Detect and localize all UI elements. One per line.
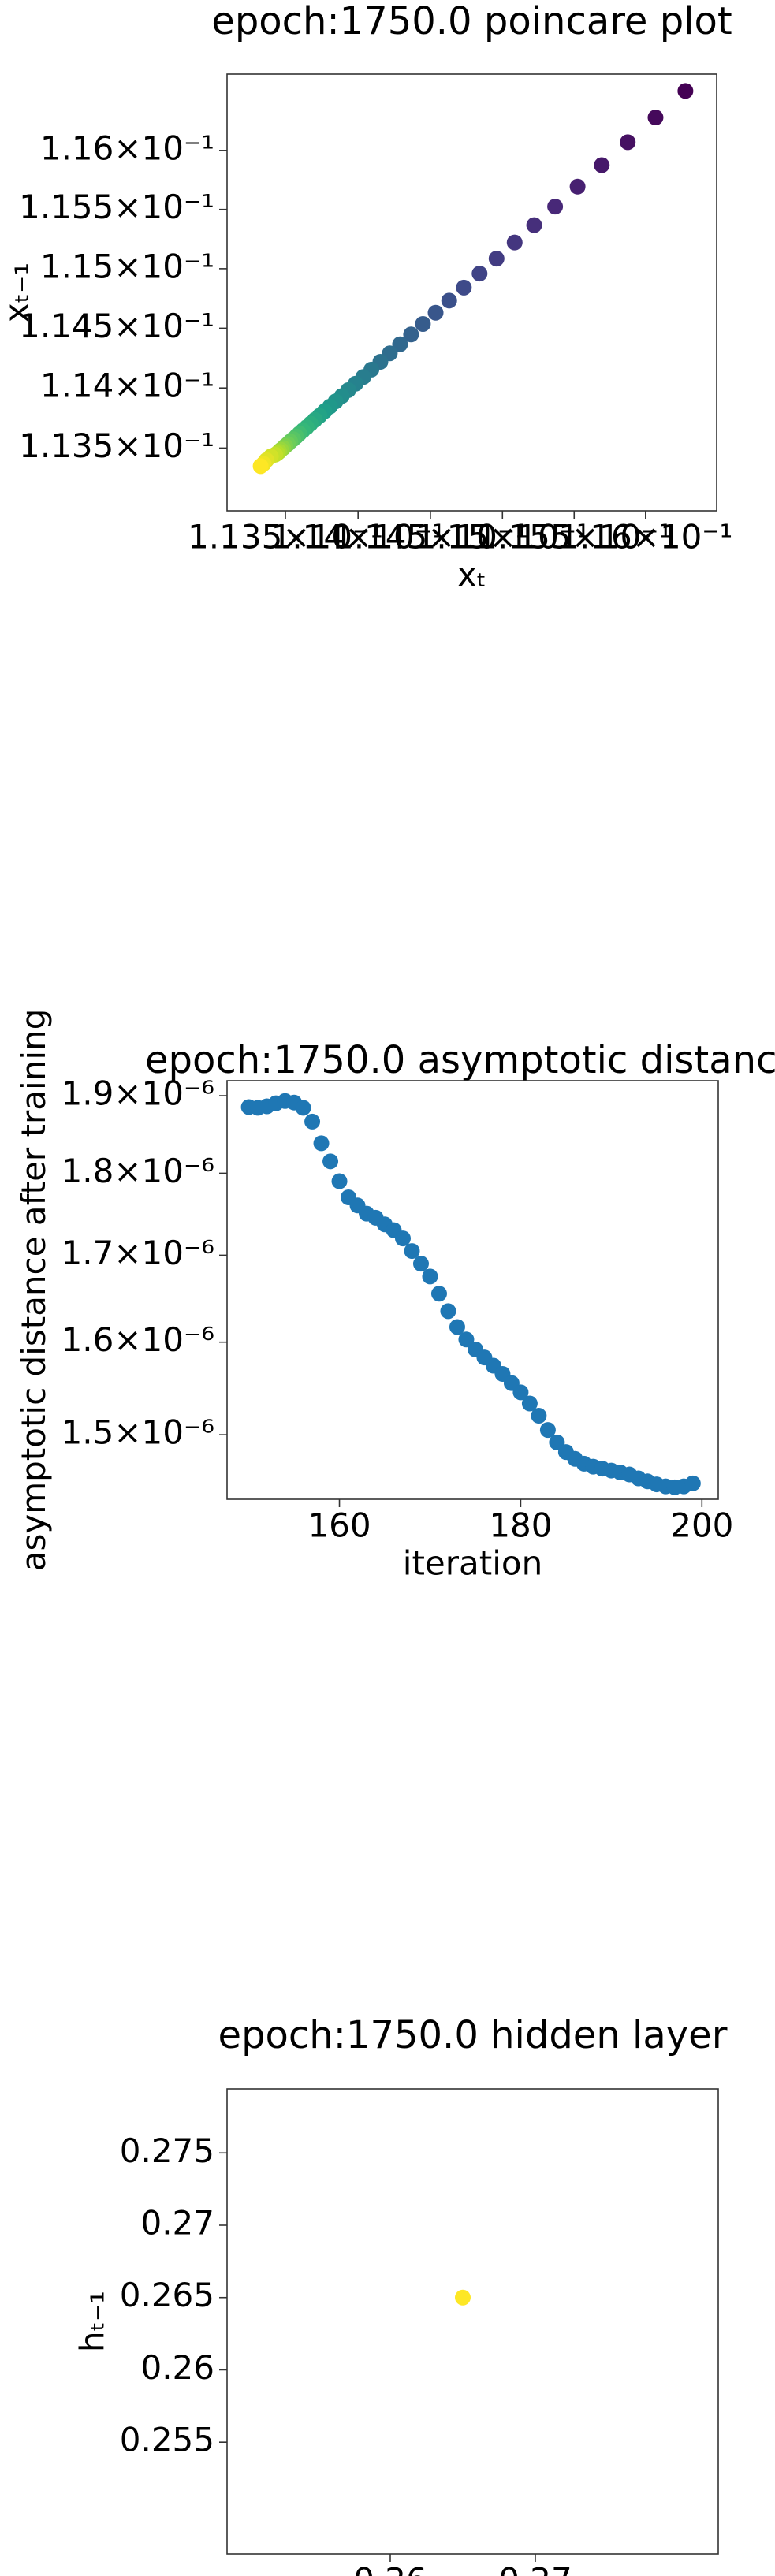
data-point bbox=[512, 1384, 529, 1401]
x-tick-label: 1.135×10⁻¹ bbox=[188, 518, 383, 557]
y-tick-label: 0.27 bbox=[140, 2204, 214, 2243]
y-tick-label: 0.255 bbox=[120, 2421, 214, 2459]
data-point bbox=[313, 1135, 330, 1152]
data-point bbox=[488, 251, 505, 267]
data-point bbox=[531, 1408, 547, 1424]
y-tick-label: 1.15×10⁻¹ bbox=[40, 247, 214, 285]
data-point bbox=[521, 1395, 538, 1412]
x-tick-label: 1.16×10⁻¹ bbox=[558, 518, 732, 557]
data-point bbox=[412, 1256, 429, 1272]
y-tick-label: 1.14×10⁻¹ bbox=[40, 367, 214, 405]
data-point bbox=[684, 1475, 701, 1491]
data-point bbox=[547, 199, 564, 215]
plot-frame bbox=[226, 73, 717, 512]
data-point bbox=[449, 1319, 465, 1335]
data-point bbox=[322, 1153, 339, 1170]
y-tick-label: 1.8×10⁻⁶ bbox=[61, 1152, 214, 1190]
y-tick-label: 0.265 bbox=[120, 2276, 214, 2314]
x-axis-label: iteration bbox=[403, 1544, 542, 1583]
data-point bbox=[539, 1422, 556, 1439]
chart-title: epoch:1750.0 hidden layer bbox=[218, 2013, 728, 2057]
data-point bbox=[415, 315, 431, 332]
y-tick-label: 1.135×10⁻¹ bbox=[19, 426, 214, 465]
data-point bbox=[526, 217, 542, 233]
plot-frame bbox=[226, 1080, 719, 1500]
x-tick-label: 200 bbox=[670, 1506, 733, 1545]
x-axis-label: xₜ bbox=[457, 556, 486, 594]
data-point bbox=[331, 1173, 348, 1189]
data-point bbox=[252, 458, 269, 475]
chart-title: epoch:1750.0 asymptotic distance bbox=[145, 1038, 775, 1082]
data-point bbox=[677, 83, 694, 99]
x-tick-label: 160 bbox=[307, 1506, 371, 1545]
y-axis-label: xₜ₋₁ bbox=[0, 262, 36, 322]
data-point bbox=[394, 1230, 411, 1247]
y-tick-label: 1.9×10⁻⁶ bbox=[61, 1074, 214, 1113]
data-point bbox=[430, 1286, 447, 1302]
data-point bbox=[454, 2289, 471, 2306]
chart-title: epoch:1750.0 poincare plot bbox=[211, 0, 732, 43]
x-tick-label: 0.26 bbox=[353, 2561, 427, 2576]
x-tick-label: 0.27 bbox=[498, 2561, 572, 2576]
y-axis-label: hₜ₋₁ bbox=[73, 2291, 111, 2352]
data-point bbox=[594, 157, 610, 173]
plot-frame bbox=[226, 2088, 719, 2555]
y-tick-label: 1.16×10⁻¹ bbox=[40, 128, 214, 167]
x-tick-label: 1.155×10⁻¹ bbox=[476, 518, 672, 557]
y-tick-label: 1.155×10⁻¹ bbox=[19, 188, 214, 226]
data-point bbox=[404, 1243, 420, 1260]
y-tick-label: 1.5×10⁻⁶ bbox=[61, 1413, 214, 1452]
data-point bbox=[295, 1100, 311, 1116]
data-point bbox=[647, 110, 664, 126]
data-point bbox=[440, 1303, 456, 1320]
y-tick-label: 1.145×10⁻¹ bbox=[19, 307, 214, 345]
data-point bbox=[441, 292, 457, 309]
x-tick-label: 180 bbox=[489, 1506, 552, 1545]
x-tick-label: 1.14×10⁻¹ bbox=[271, 518, 445, 557]
data-point bbox=[471, 266, 488, 282]
data-point bbox=[620, 134, 636, 151]
data-point bbox=[456, 279, 472, 296]
y-axis-label: asymptotic distance after training bbox=[14, 1009, 53, 1572]
y-tick-label: 0.275 bbox=[120, 2131, 214, 2170]
y-tick-label: 1.6×10⁻⁶ bbox=[61, 1320, 214, 1359]
data-point bbox=[427, 304, 444, 321]
data-point bbox=[422, 1268, 438, 1285]
data-point bbox=[403, 326, 419, 343]
x-tick-label: 1.145×10⁻¹ bbox=[333, 518, 528, 557]
data-point bbox=[569, 178, 586, 195]
y-tick-label: 1.7×10⁻⁶ bbox=[61, 1234, 214, 1272]
y-tick-label: 0.26 bbox=[140, 2348, 214, 2387]
data-point bbox=[392, 336, 408, 352]
x-tick-label: 1.15×10⁻¹ bbox=[415, 518, 590, 557]
data-point bbox=[506, 234, 523, 251]
data-point bbox=[304, 1113, 321, 1130]
